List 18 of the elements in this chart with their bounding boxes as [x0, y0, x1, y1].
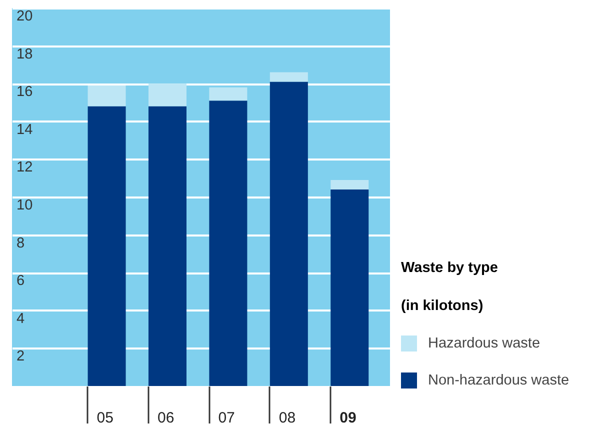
text: Waste by type (in kilotons)	[401, 260, 498, 314]
y-tick-label: 6	[16, 273, 25, 290]
x-tick-label: 09	[340, 410, 356, 426]
y-tick-label: 18	[16, 46, 33, 62]
x-tick-label: 07	[218, 410, 235, 426]
y-tick-label: 2	[16, 348, 25, 365]
x-tick-label: 05	[96, 410, 114, 426]
y-tick-label: 16	[16, 84, 33, 100]
legend-label: Non-hazardous waste	[428, 372, 570, 388]
x-tick-label: 06	[157, 410, 174, 426]
y-tick-label: 20	[16, 8, 33, 24]
y-tick-label: 8	[16, 235, 25, 252]
y-tick-label: 10	[16, 198, 33, 214]
x-tick-label: 08	[278, 410, 296, 426]
y-tick-label: 4	[16, 310, 25, 327]
y-tick-label: 14	[16, 122, 33, 138]
y-tick-label: 12	[16, 160, 33, 176]
legend-label: Hazardous waste	[428, 336, 540, 352]
